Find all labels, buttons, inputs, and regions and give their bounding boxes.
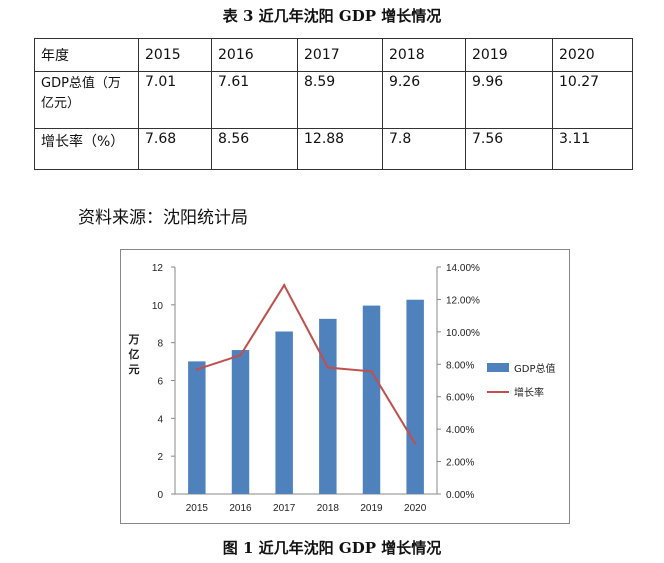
table-cell: 增长率（%） (34, 128, 139, 170)
y2-tick-label: 0.00% (446, 490, 474, 501)
table-cell: 12.88 (297, 128, 383, 170)
legend-label-gdp: GDP总值 (514, 362, 555, 375)
y-axis-label-char: 元 (129, 363, 140, 376)
table-cell: 9.26 (382, 71, 466, 129)
table-cell: 8.59 (297, 71, 383, 129)
y2-tick-label: 4.00% (446, 425, 474, 436)
growth-rate-point (370, 370, 373, 373)
gdp-chart: 0 2 4 6 8 10 12 0.00% 2.00% 4.00% 6.00% 8.00% 10.00%… (120, 249, 570, 524)
y-axis-label-char: 亿 (129, 347, 140, 361)
x-tick-label: 2019 (360, 503, 383, 514)
table-cell: 10.27 (552, 71, 633, 129)
table-cell: 7.61 (211, 71, 298, 129)
growth-rate-point (326, 366, 330, 369)
y-axis-label-char: 万 (128, 333, 140, 346)
source-note: 资料来源：沈阳统计局 (78, 208, 248, 228)
growth-rate-point (282, 283, 286, 287)
table-cell: 7.01 (138, 71, 212, 129)
y2-tick-label: 12.00% (446, 295, 480, 306)
table-cell: 2017 (297, 38, 383, 72)
gdp-bar (406, 299, 424, 494)
y-tick-label: 0 (157, 490, 163, 501)
table-cell: 8.56 (211, 128, 298, 170)
x-tick-label: 2020 (404, 503, 427, 514)
x-tick-label: 2016 (229, 503, 252, 514)
table-cell: 7.68 (138, 128, 212, 170)
figure-title: 图 1 近几年沈阳 GDP 增长情况 (222, 539, 442, 557)
growth-rate-line (196, 283, 417, 445)
x-tick-label: 2017 (273, 503, 296, 514)
table-cell: 2016 (211, 38, 298, 72)
gdp-bar (319, 318, 337, 494)
table-cell: 2018 (382, 38, 466, 72)
table-cell: 2015 (138, 38, 212, 72)
gdp-bar (188, 361, 206, 494)
table-title: 表 3 近几年沈阳 GDP 增长情况 (222, 7, 442, 25)
y2-tick-label: 10.00% (446, 328, 480, 339)
y-tick-label: 12 (152, 263, 164, 274)
y-tick-label: 8 (157, 339, 163, 350)
chart-svg: 0 2 4 6 8 10 12 0.00% 2.00% 4.00% 6.00% 8.00% 10.00%… (128, 263, 556, 514)
gdp-table: 年度 2015 2016 2017 2018 2019 2020 GDP总值（万… (34, 38, 633, 170)
y2-tick-label: 2.00% (446, 458, 474, 469)
legend-swatch-gdp (487, 363, 509, 372)
legend-label-rate: 增长率 (514, 386, 544, 399)
table-cell: GDP总值（万亿元） (34, 71, 139, 129)
gdp-bar (231, 350, 250, 494)
table-cell: 7.8 (382, 128, 466, 170)
growth-rate-point (413, 442, 417, 445)
y2-tick-label: 6.00% (446, 393, 474, 404)
y2-tick-label: 8.00% (446, 360, 474, 371)
gdp-bar (362, 305, 381, 494)
growth-rate-point (239, 354, 242, 357)
y-tick-label: 6 (157, 377, 163, 388)
y-tick-label: 2 (157, 452, 163, 463)
table-cell: 2019 (465, 38, 553, 72)
table-row-gdp: GDP总值（万亿元） 7.01 7.61 8.59 9.26 9.96 10.2… (34, 71, 633, 129)
x-tick-label: 2015 (186, 503, 209, 514)
table-cell: 年度 (34, 38, 139, 72)
gdp-bar (275, 331, 293, 494)
table-cell: 7.56 (465, 128, 553, 170)
x-tick-label: 2018 (317, 503, 340, 514)
y2-tick-label: 14.00% (446, 263, 480, 274)
table-cell: 9.96 (465, 71, 553, 129)
table-cell: 3.11 (552, 128, 633, 170)
y-tick-label: 4 (157, 414, 163, 425)
table-row-rate: 增长率（%） 7.68 8.56 12.88 7.8 7.56 3.11 (34, 128, 633, 170)
table-header-row: 年度 2015 2016 2017 2018 2019 2020 (34, 38, 633, 72)
growth-rate-point (195, 368, 199, 371)
table-cell: 2020 (552, 38, 633, 72)
y-tick-label: 10 (152, 301, 164, 312)
